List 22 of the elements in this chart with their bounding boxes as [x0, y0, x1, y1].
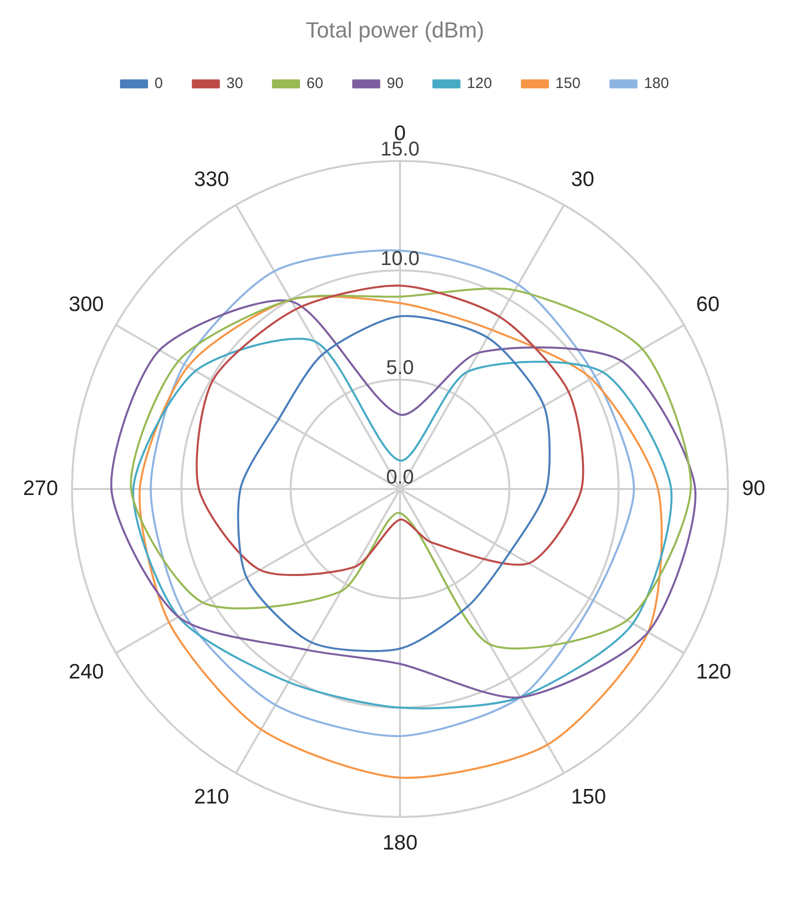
spoke-label: 180 — [382, 831, 418, 854]
y-tick-label: 5.0 — [386, 357, 414, 380]
spoke-label: 90 — [742, 476, 766, 500]
spoke-label: 300 — [68, 293, 104, 316]
legend-label: 30 — [226, 75, 244, 92]
legend-label: 150 — [555, 75, 580, 92]
spoke-label: 240 — [68, 660, 104, 684]
spoke-label: 60 — [696, 293, 720, 316]
legend-label: 0 — [154, 75, 163, 92]
legend-label: 90 — [386, 75, 404, 92]
chart-title: Total power (dBm) — [306, 17, 484, 42]
spoke-label: 270 — [22, 476, 58, 500]
spoke-label: 210 — [194, 786, 230, 809]
legend-label: 180 — [644, 75, 669, 92]
y-tick-label: 10.0 — [380, 248, 420, 270]
legend-label: 60 — [306, 75, 324, 92]
spoke-label: 30 — [570, 168, 594, 192]
legend-label: 120 — [466, 75, 492, 92]
y-tick-label: 0.0 — [386, 466, 414, 489]
spoke-label: 150 — [570, 786, 606, 809]
spoke-label: 120 — [696, 660, 732, 684]
spoke-label: 330 — [194, 168, 230, 192]
